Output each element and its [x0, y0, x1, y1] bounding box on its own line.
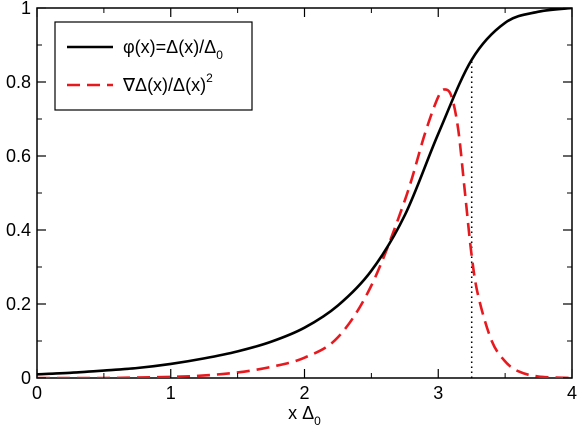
x-axis-label-subscript: 0 [314, 414, 321, 428]
series-line-gradient [37, 88, 572, 378]
x-tick-label: 4 [567, 383, 577, 403]
legend-entry-gradient-main: ∇Δ(x)/Δ(x) [122, 75, 206, 95]
x-tick-label: 3 [433, 383, 443, 403]
y-tick-label: 0 [21, 368, 31, 388]
y-tick-label: 0.2 [6, 294, 31, 314]
legend-entry-phi: φ(x)=Δ(x)/Δ0 [123, 37, 223, 62]
y-tick-label: 0.8 [6, 72, 31, 92]
y-tick-label: 0.6 [6, 146, 31, 166]
legend: φ(x)=Δ(x)/Δ0 ∇Δ(x)/Δ(x)2 [54, 21, 253, 111]
legend-entry-gradient-superscript: 2 [206, 71, 213, 85]
x-axis-label: x Δ0 [288, 403, 321, 428]
x-tick-label: 2 [299, 383, 309, 403]
x-axis: 0 1 2 3 4 [32, 8, 577, 403]
legend-entry-phi-subscript: 0 [216, 48, 223, 62]
x-tick-label: 1 [166, 383, 176, 403]
y-axis: 0 0.2 0.4 0.6 0.8 1 [6, 0, 572, 388]
series-line-phi [37, 8, 572, 376]
legend-entry-gradient: ∇Δ(x)/Δ(x)2 [122, 71, 213, 95]
legend-entry-phi-main: φ(x)=Δ(x)/Δ [123, 37, 216, 57]
x-axis-label-main: x Δ [288, 403, 314, 423]
y-tick-label: 1 [21, 0, 31, 18]
x-tick-label: 0 [32, 383, 42, 403]
legend-box [54, 21, 253, 111]
y-tick-label: 0.4 [6, 220, 31, 240]
